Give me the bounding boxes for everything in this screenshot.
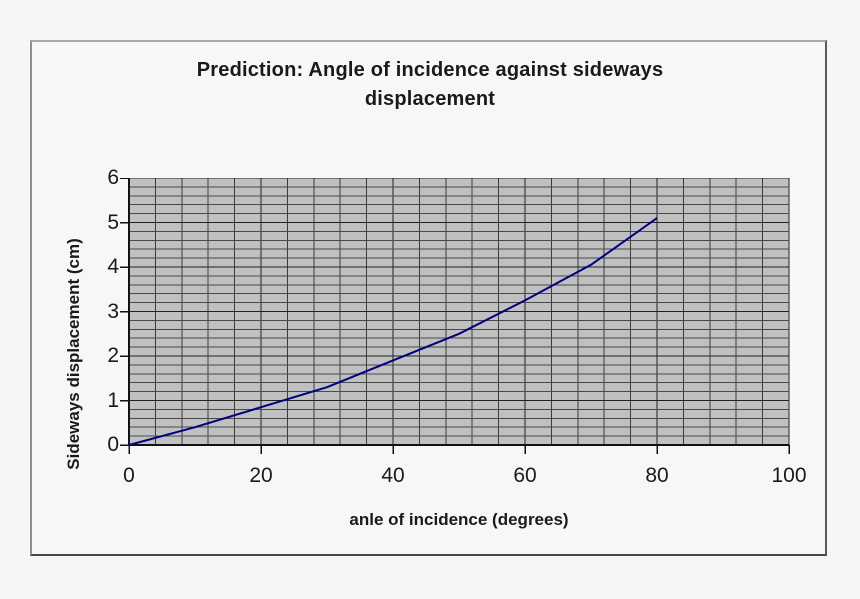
x-tick-label: 20 <box>249 464 273 487</box>
x-tick-label: 100 <box>771 464 807 487</box>
chart-title-line2: displacement <box>364 88 496 110</box>
y-tick-label: 3 <box>107 299 119 323</box>
chart-title-line1: Prediction: Angle of incidence against s… <box>196 59 664 81</box>
y-tick-label: 0 <box>107 433 119 456</box>
plot-area <box>120 178 790 454</box>
x-tick-label: 40 <box>381 464 405 487</box>
x-tick-label: 60 <box>513 464 537 487</box>
y-tick-label: 4 <box>107 255 119 278</box>
x-axis-title: anle of incidence (degrees) <box>349 510 569 529</box>
data-series-line <box>128 217 658 446</box>
y-tick-label: 2 <box>107 344 119 367</box>
y-tick-label: 5 <box>107 210 119 234</box>
x-tick-label: 0 <box>123 464 135 487</box>
y-tick-label: 6 <box>107 166 119 189</box>
x-tick-label: 80 <box>645 464 669 487</box>
chart-title: Prediction: Angle of incidence against s… <box>30 56 830 114</box>
y-tick-label: 1 <box>107 388 119 412</box>
